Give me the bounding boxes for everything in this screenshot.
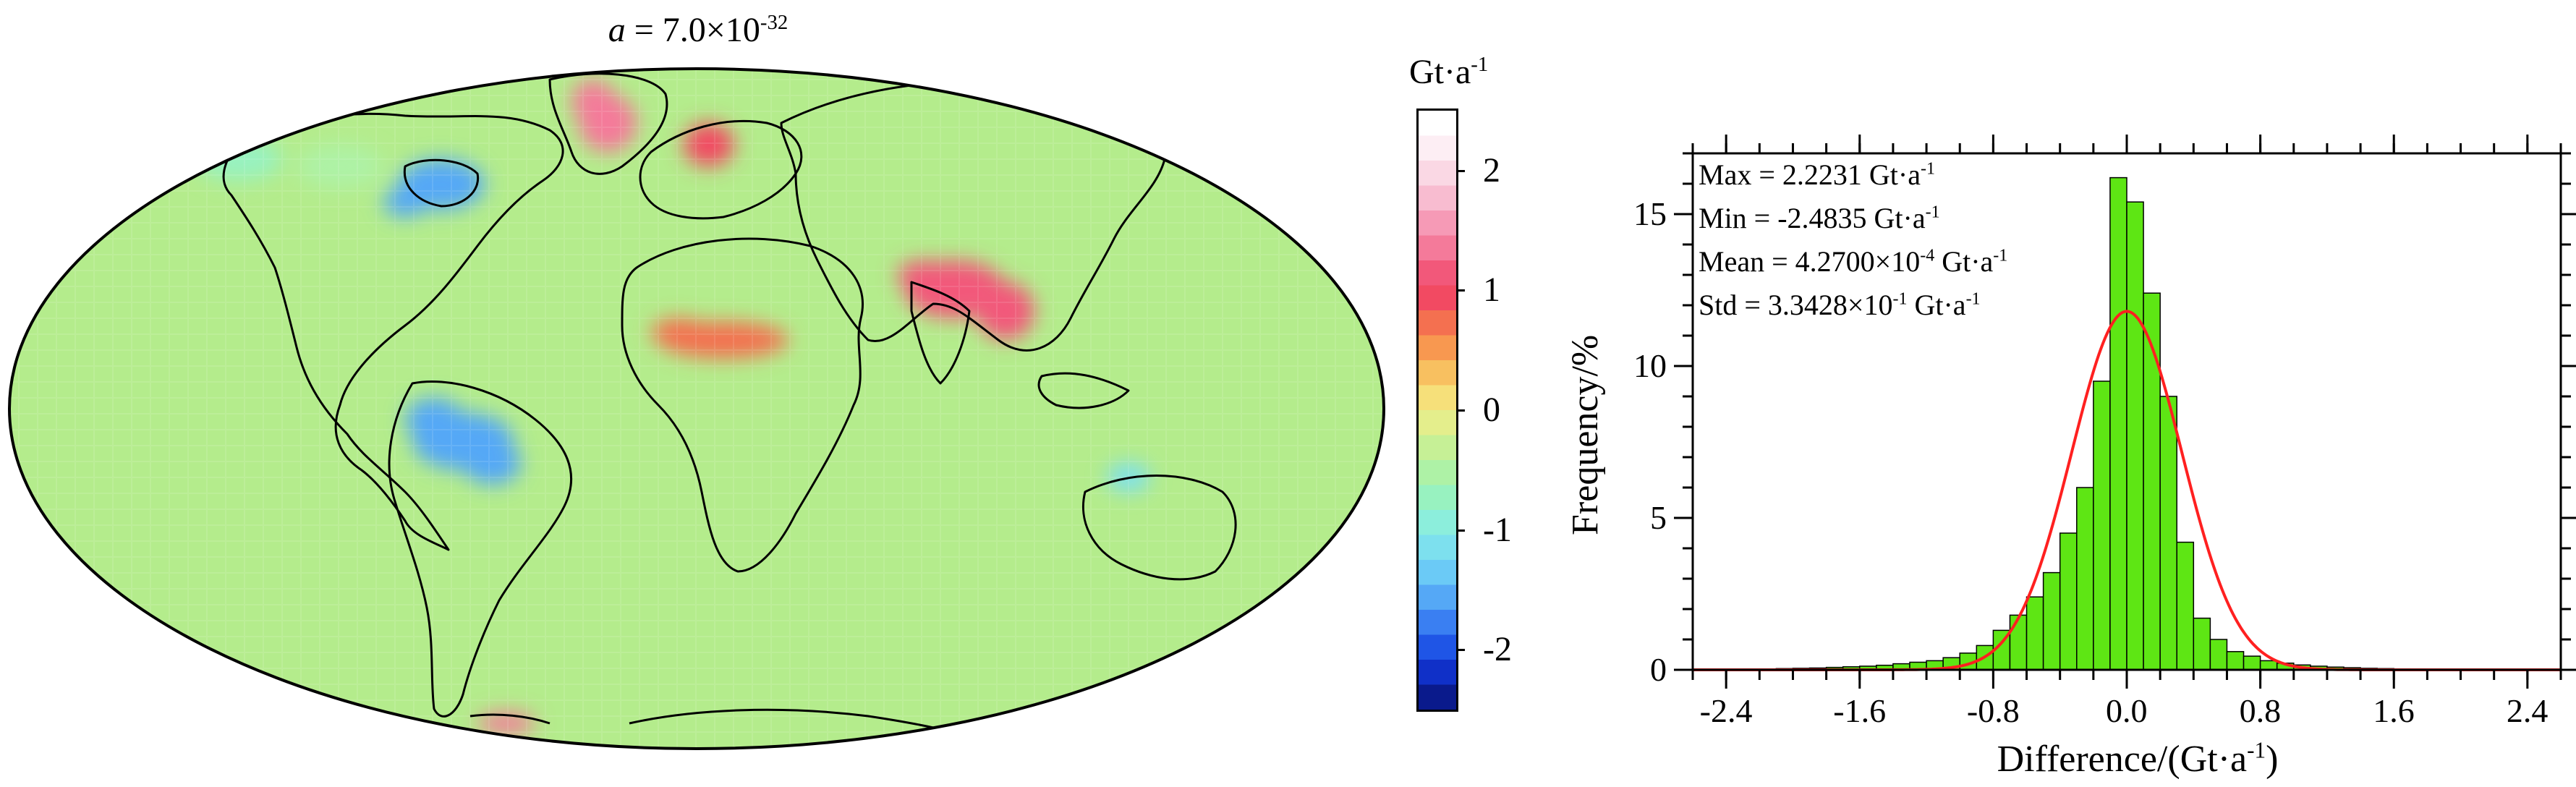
histogram-bar — [2243, 655, 2261, 671]
colorbar-unit-exponent: -1 — [1471, 53, 1489, 76]
histogram-bar — [2159, 396, 2177, 671]
x-tick-label: 0.0 — [2106, 692, 2148, 729]
colorbar-tick — [1456, 409, 1465, 412]
x-tick-label: 0.8 — [2239, 692, 2282, 729]
histogram-bar — [2093, 380, 2111, 671]
stat-std-text: Std = 3.3428×10 — [1699, 289, 1893, 321]
stat-mean-unit-exponent: -1 — [1993, 246, 2008, 265]
colorbar-tick-label: 2 — [1483, 150, 1500, 190]
colorbar-tick — [1456, 649, 1465, 652]
stat-min-exponent: -1 — [1925, 203, 1940, 222]
stat-mean-text: Mean = 4.2700×10 — [1699, 245, 1921, 278]
histogram-bar — [2042, 571, 2061, 671]
histogram-panel: -2.4 -1.6 -0.8 0.0 0.8 1.6 2.4 0 5 10 15 Max = 2.2… — [1555, 0, 2576, 787]
colorbar-unit: Gt·a-1 — [1409, 52, 1488, 92]
colorbar-tick — [1456, 529, 1465, 532]
mollweide-map — [8, 67, 1385, 750]
map-title: a = 7.0×10-32 — [0, 10, 1396, 50]
colorbar-unit-base: Gt·a — [1409, 53, 1471, 91]
colorbar-tick — [1456, 169, 1465, 172]
colorbar-tick-label: -1 — [1483, 510, 1512, 549]
x-axis-label: Difference/(Gt·a-1) — [1671, 738, 2576, 780]
stat-std-unit: Gt·a — [1907, 289, 1966, 321]
histogram-bar — [2226, 651, 2245, 671]
y-tick-label: 15 — [1633, 195, 1667, 232]
stat-mean: Mean = 4.2700×10-4 Gt·a-1 — [1699, 247, 2007, 276]
map-title-variable: a — [608, 11, 626, 49]
map-title-value: = 7.0×10 — [625, 11, 760, 49]
stat-mean-unit: Gt·a — [1934, 245, 1994, 278]
histogram-plot — [1674, 135, 2576, 689]
map-frame — [8, 67, 1385, 750]
colorbar-tick-label: -2 — [1483, 630, 1512, 669]
histogram-bar — [2009, 614, 2028, 671]
colorbar-tick-label: 1 — [1483, 271, 1500, 310]
histogram-bar — [2259, 660, 2278, 671]
stat-max-text: Max = 2.2231 Gt·a — [1699, 158, 1921, 191]
map-title-exponent: -32 — [760, 11, 788, 34]
stat-std: Std = 3.3428×10-1 Gt·a-1 — [1699, 291, 1981, 320]
histogram-bar — [2193, 617, 2211, 671]
x-axis-label-base: Difference/(Gt·a — [1997, 739, 2248, 780]
x-tick-label: 1.6 — [2373, 692, 2415, 729]
histogram-bar — [2176, 541, 2195, 671]
x-axis-label-exponent: -1 — [2247, 737, 2266, 763]
stat-min-text: Min = -2.4835 Gt·a — [1699, 202, 1926, 234]
histogram-bar — [2126, 201, 2144, 671]
y-tick-label: 0 — [1650, 651, 1667, 688]
y-axis-label-text: Frequency/% — [1565, 334, 1606, 535]
x-axis-label-suffix: ) — [2266, 739, 2279, 780]
histogram-bar — [2209, 639, 2228, 671]
stat-std-unit-exponent: -1 — [1965, 289, 1981, 309]
y-tick-label: 10 — [1633, 347, 1667, 384]
histogram-bar — [2109, 176, 2127, 671]
colorbar-tick-label: 0 — [1483, 391, 1500, 429]
x-tick-label: -1.6 — [1833, 692, 1887, 729]
stat-mean-exponent: -4 — [1920, 246, 1935, 265]
histogram-bar — [2059, 532, 2078, 671]
map-panel: a = 7.0×10-32 — [8, 11, 1385, 750]
y-tick-label: 5 — [1650, 499, 1667, 536]
stat-std-exponent: -1 — [1892, 289, 1908, 309]
x-tick-label: -0.8 — [1966, 692, 2020, 729]
x-tick-label: 2.4 — [2506, 692, 2549, 729]
colorbar — [1416, 109, 1458, 712]
histogram-bar — [2025, 596, 2044, 671]
stat-max-exponent: -1 — [1920, 159, 1935, 179]
stat-max: Max = 2.2231 Gt·a-1 — [1699, 161, 1935, 190]
x-tick-label: -2.4 — [1699, 692, 1753, 729]
colorbar-tick — [1456, 289, 1465, 292]
y-axis-label: Frequency/% — [1564, 335, 1607, 535]
histogram-bar — [2076, 487, 2094, 671]
stat-min: Min = -2.4835 Gt·a-1 — [1699, 204, 1940, 233]
